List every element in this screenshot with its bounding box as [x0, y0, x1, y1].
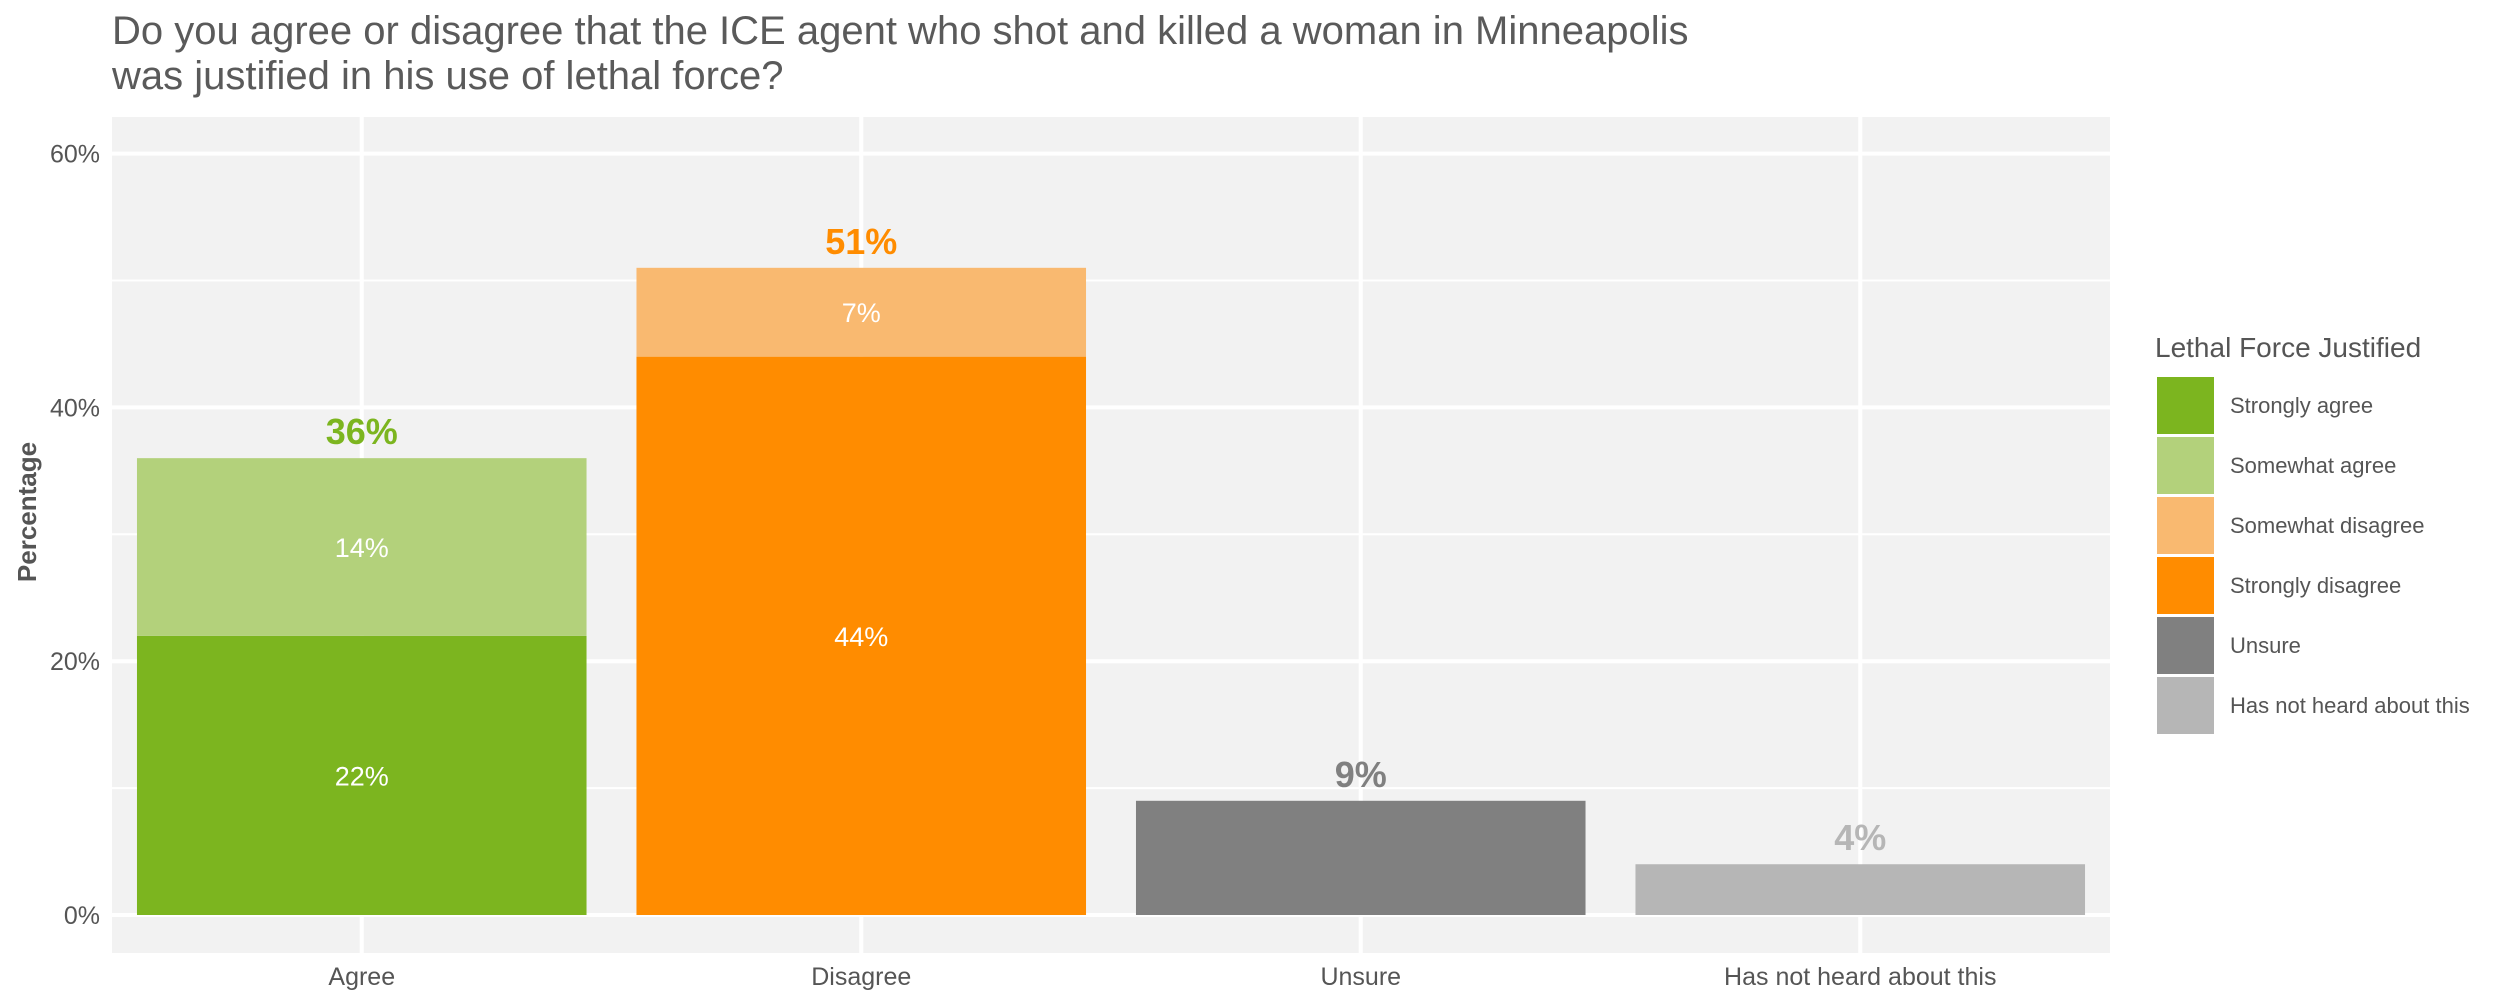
legend-label-0: Strongly agree: [2230, 393, 2373, 418]
legend-label-2: Somewhat disagree: [2230, 513, 2424, 538]
x-axis-ticks: Agree Disagree Unsure Has not heard about t…: [328, 963, 1996, 991]
legend: Lethal Force Justified Strongly agree Som…: [2155, 332, 2470, 734]
legend-label-1: Somewhat agree: [2230, 453, 2396, 478]
chart-title-line-1: Do you agree or disagree that the ICE ag…: [112, 9, 1689, 53]
legend-swatch-4: [2157, 617, 2214, 674]
segment-label-0-0: 22%: [335, 761, 389, 791]
segment-label-1-3: 7%: [842, 298, 881, 328]
y-tick-label-3: 60%: [50, 141, 100, 169]
y-tick-label-2: 40%: [50, 394, 100, 422]
total-label-1: 51%: [825, 221, 897, 262]
y-axis-ticks: 0% 20% 40% 60%: [50, 141, 100, 930]
total-label-3: 4%: [1834, 817, 1886, 858]
bar-segment-0-0: [136, 635, 587, 915]
segment-label-0-1: 14%: [335, 533, 389, 563]
y-axis-title: Percentage: [12, 442, 42, 582]
legend-swatch-3: [2157, 557, 2214, 614]
chart-title-line-2: was justified in his use of lethal force…: [111, 54, 783, 98]
x-tick-label-1: Disagree: [811, 963, 911, 991]
segment-label-1-2: 44%: [834, 622, 888, 652]
total-label-0: 36%: [326, 411, 398, 452]
x-tick-label-3: Has not heard about this: [1724, 963, 1996, 991]
total-label-2: 9%: [1335, 754, 1387, 795]
x-tick-label-2: Unsure: [1320, 963, 1401, 991]
legend-label-4: Unsure: [2230, 633, 2301, 658]
legend-swatch-2: [2157, 497, 2214, 554]
y-tick-label-0: 0%: [64, 902, 100, 930]
legend-swatch-5: [2157, 677, 2214, 734]
bar-segment-1-3: [636, 267, 1087, 357]
legend-label-3: Strongly disagree: [2230, 573, 2401, 598]
y-tick-label-1: 20%: [50, 648, 100, 676]
legend-items: Strongly agree Somewhat agree Somewhat dis…: [2157, 377, 2470, 734]
bar-labels: 22% 14% 36% 44% 7% 51% 9% 4%: [326, 221, 1887, 858]
bar-segment-1-2: [636, 356, 1087, 915]
legend-title: Lethal Force Justified: [2155, 332, 2421, 363]
x-tick-label-0: Agree: [328, 963, 395, 991]
bar-segment-2-4: [1135, 800, 1586, 915]
bar-segment-0-1: [136, 458, 587, 636]
legend-swatch-0: [2157, 377, 2214, 434]
legend-swatch-1: [2157, 437, 2214, 494]
legend-label-5: Has not heard about this: [2230, 693, 2470, 718]
bars: [136, 267, 2086, 915]
bar-segment-3-5: [1635, 864, 2086, 915]
